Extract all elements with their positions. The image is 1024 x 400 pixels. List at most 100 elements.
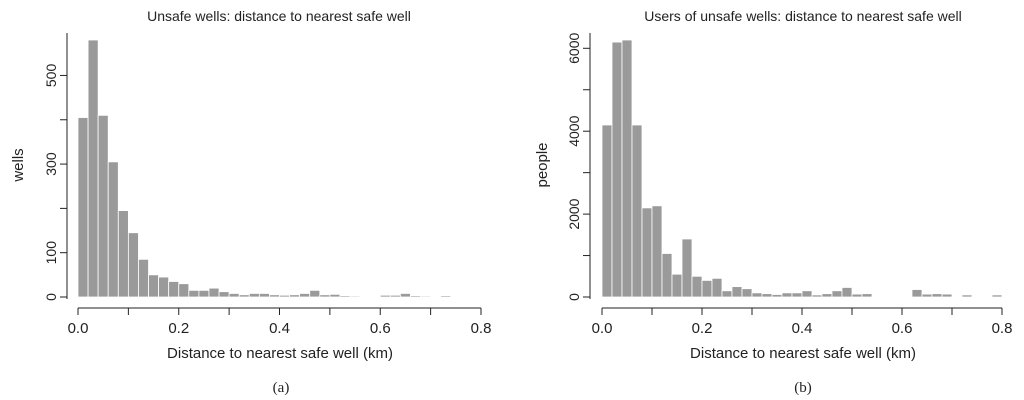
panel-b-title: Users of unsafe wells: distance to neare… [644, 8, 962, 24]
histogram-bar [269, 294, 280, 298]
histogram-bar [107, 161, 119, 298]
y-tick-label: 4000 [566, 115, 582, 146]
histogram-bar [329, 293, 341, 298]
histogram-bar [188, 289, 200, 298]
x-tick-label: 0.8 [992, 320, 1013, 337]
histogram-bar [611, 41, 623, 298]
x-tick-label: 0.2 [168, 320, 189, 337]
y-tick-label: 6000 [566, 33, 582, 64]
panel-a: Unsafe wells: distance to nearest safe w… [10, 8, 491, 396]
histogram-bar [861, 293, 873, 298]
histogram-bar [460, 295, 472, 298]
histogram-bar [671, 273, 683, 298]
x-tick-label: 0.0 [68, 320, 89, 337]
histogram-bar [208, 287, 220, 298]
x-tick-label: 0.6 [892, 320, 913, 337]
histogram-bar [198, 289, 210, 298]
histogram-bar [359, 295, 371, 298]
histogram-bar [379, 294, 391, 298]
histogram-bar [178, 283, 190, 298]
histogram-bar [148, 274, 159, 298]
x-tick-label: 0.0 [592, 320, 613, 337]
histogram-bar [77, 117, 89, 298]
panel-a-x-ticks: 0.0 0.2 0.4 0.6 0.8 [68, 308, 492, 337]
histogram-bar [258, 293, 270, 298]
histogram-bar [369, 295, 381, 298]
x-tick-label: 0.8 [471, 320, 492, 337]
panel-b: Users of unsafe wells: distance to neare… [534, 8, 1012, 396]
histogram-bar [228, 293, 240, 298]
histogram-bar [941, 293, 953, 298]
y-tick-label: 500 [43, 64, 59, 88]
y-tick-label: 300 [43, 152, 59, 176]
histogram-bar [761, 293, 773, 298]
histogram-bar [248, 293, 260, 298]
histogram-bar [238, 294, 250, 298]
histogram-bar [138, 258, 149, 298]
histogram-bar [349, 295, 361, 298]
histogram-bar [661, 253, 673, 298]
histogram-bar [97, 114, 109, 298]
y-tick-label: 0 [43, 293, 59, 301]
x-tick-label: 0.6 [370, 320, 391, 337]
panel-b-caption: (b) [794, 380, 812, 396]
histogram-bar [420, 295, 432, 298]
x-tick-label: 0.4 [792, 320, 813, 337]
histogram-bar [791, 292, 803, 298]
histogram-bar [911, 289, 923, 298]
histogram-bar [127, 232, 139, 298]
histogram-bar [731, 286, 743, 298]
histogram-bar [701, 280, 713, 298]
histogram-bar [821, 293, 833, 298]
histogram-bar [289, 294, 301, 298]
histogram-bar [430, 295, 442, 298]
histogram-bar [971, 295, 983, 298]
histogram-bar [681, 238, 693, 298]
histogram-bar [901, 295, 913, 298]
histogram-bar [741, 288, 753, 298]
histogram-bar [951, 295, 963, 298]
histogram-bar [299, 293, 311, 298]
histogram-bar [309, 289, 321, 298]
panel-b-bars [601, 39, 1003, 298]
histogram-bar [891, 295, 903, 298]
histogram-bar [87, 39, 99, 298]
panel-a-y-label: wells [10, 148, 27, 182]
histogram-bar [991, 294, 1003, 298]
histogram-bar [339, 295, 351, 298]
histogram-bar [831, 290, 843, 298]
histogram-bar [871, 295, 883, 298]
histogram-bar [851, 293, 863, 298]
panel-a-caption: (a) [273, 380, 290, 396]
histogram-bar [450, 295, 462, 298]
histogram-bar [601, 124, 613, 298]
panel-a-bars [77, 39, 482, 298]
histogram-bar [470, 295, 482, 298]
panel-a-title: Unsafe wells: distance to nearest safe w… [147, 8, 411, 24]
histogram-bar [961, 294, 973, 298]
histogram-bar [711, 277, 723, 298]
histogram-bar [410, 295, 421, 298]
panel-b-x-ticks: 0.0 0.2 0.4 0.6 0.8 [592, 308, 1013, 337]
y-tick-label: 2000 [566, 198, 582, 229]
x-tick-label: 0.2 [692, 320, 713, 337]
histogram-bar [931, 293, 943, 298]
histogram-bar [440, 295, 452, 298]
histogram-bar [771, 294, 783, 298]
histogram-bar [981, 295, 993, 298]
histogram-bar [389, 294, 401, 298]
histogram-bar [651, 205, 663, 298]
histogram-bar [319, 294, 331, 298]
histogram-bar [117, 210, 129, 298]
panel-b-y-ticks: 0 2000 4000 6000 [566, 33, 590, 301]
histogram-bar [801, 290, 813, 298]
histogram-bar [881, 295, 893, 298]
histogram-bar [841, 287, 853, 298]
panel-a-y-ticks: 0 100 300 500 [43, 64, 67, 301]
histogram-bar [641, 207, 653, 298]
y-tick-label: 100 [43, 241, 59, 265]
histogram-bar [218, 291, 230, 298]
panel-b-x-label: Distance to nearest safe well (km) [690, 345, 916, 362]
y-tick-label: 0 [566, 293, 582, 301]
